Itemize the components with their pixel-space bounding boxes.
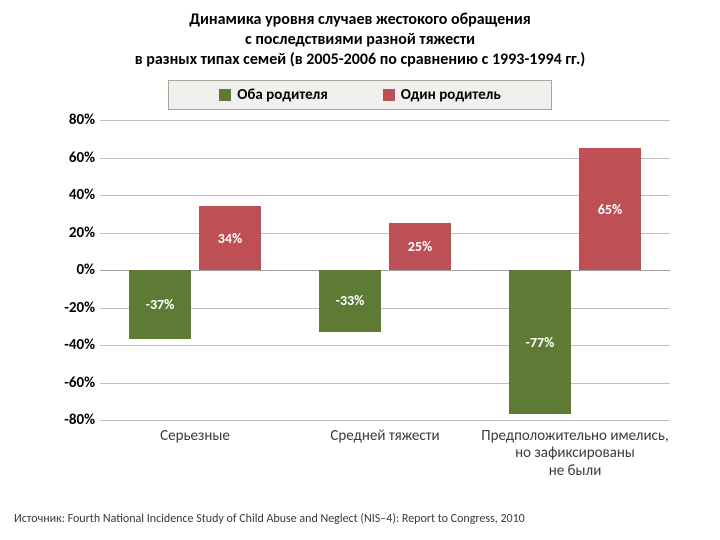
bar-value-label: 25% [408, 238, 432, 255]
y-tick-label: -40% [50, 336, 95, 354]
category-label: Серьезные [100, 428, 290, 445]
bar-value-label: 65% [598, 201, 622, 218]
legend-item: Один родитель [383, 86, 501, 104]
chart-title: Динамика уровня случаев жестокого обраще… [0, 0, 720, 76]
legend-item: Оба родителя [219, 86, 328, 104]
gridline [100, 120, 670, 121]
legend-label: Один родитель [401, 86, 501, 104]
legend: Оба родителя Один родитель [168, 80, 552, 110]
plot-area: -37% 34% -33% 25% -77% 65% [100, 120, 670, 420]
y-tick-label: -80% [50, 411, 95, 429]
title-line: Динамика уровня случаев жестокого обраще… [189, 10, 531, 29]
bar-value-label: -77% [526, 334, 555, 351]
bar: 65% [579, 148, 641, 270]
y-tick-label: 20% [50, 224, 95, 242]
y-tick-label: 0% [50, 261, 95, 279]
chart: -80%-60%-40%-20%0%20%40%60%80% -37%34%-3… [50, 120, 690, 450]
y-tick-label: 40% [50, 186, 95, 204]
gridline [100, 345, 670, 346]
bar-value-label: -33% [336, 292, 365, 309]
y-tick-label: -20% [50, 299, 95, 317]
title-line: с последствиями разной тяжести [245, 30, 475, 49]
bar: 34% [199, 206, 261, 270]
source-citation: Источник: Fourth National Incidence Stud… [14, 512, 525, 526]
y-tick-label: 80% [50, 111, 95, 129]
bar-value-label: -37% [146, 296, 175, 313]
bar: 25% [389, 223, 451, 270]
category-label: Предположительно имелись,но зафиксирован… [480, 428, 670, 480]
bar: -33% [319, 270, 381, 332]
y-tick-label: 60% [50, 149, 95, 167]
y-tick-label: -60% [50, 374, 95, 392]
bar-value-label: 34% [218, 230, 242, 247]
title-line: в разных типах семей (в 2005-2006 по сра… [135, 50, 586, 69]
bar: -37% [129, 270, 191, 339]
gridline [100, 383, 670, 384]
gridline [100, 420, 670, 421]
legend-swatch [219, 89, 231, 101]
legend-label: Оба родителя [237, 86, 328, 104]
bar: -77% [509, 270, 571, 414]
category-label: Средней тяжести [290, 428, 480, 445]
legend-swatch [383, 89, 395, 101]
